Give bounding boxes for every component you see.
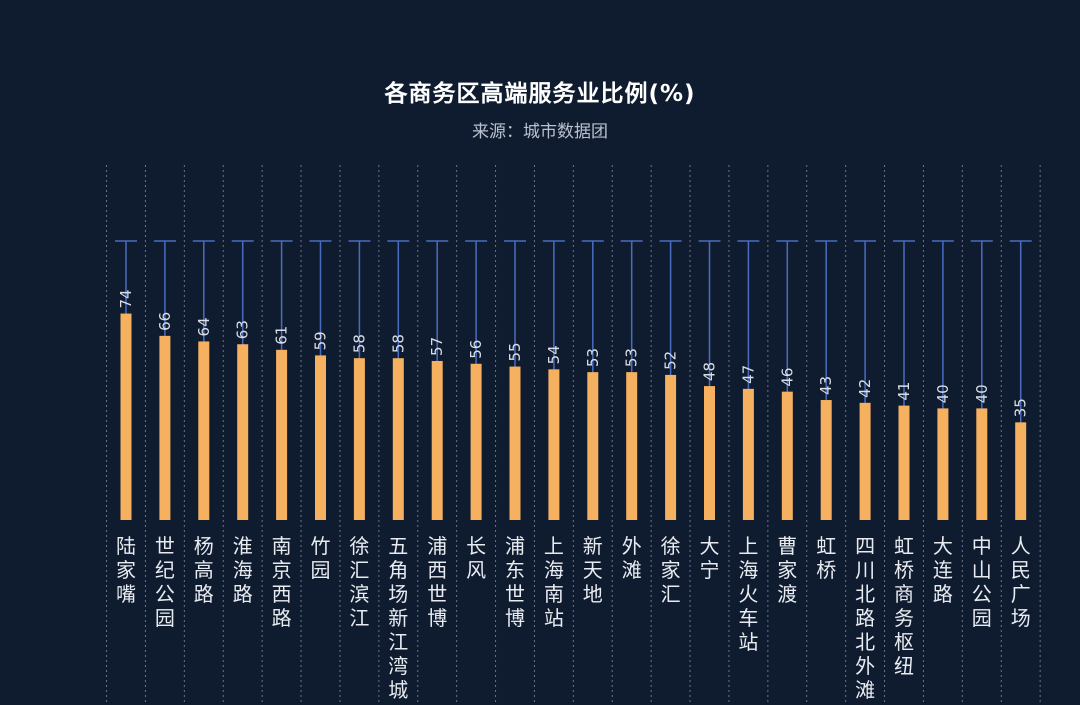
- bar-8: [431, 360, 443, 520]
- category-label-16: 上海火车站: [738, 534, 759, 654]
- value-label-0: 74: [117, 289, 135, 308]
- category-label-3: 淮海路: [232, 534, 253, 606]
- category-label-4: 南京西路: [271, 534, 292, 630]
- value-label-4: 61: [273, 326, 291, 345]
- value-label-15: 48: [701, 362, 719, 381]
- bar-3: [237, 344, 249, 520]
- bar-9: [470, 363, 482, 520]
- category-label-12: 新天地: [582, 534, 603, 606]
- category-label-5: 竹园: [310, 534, 331, 582]
- category-label-17: 曹家渡: [777, 534, 798, 606]
- value-label-23: 35: [1012, 398, 1030, 417]
- value-label-5: 59: [312, 331, 330, 350]
- value-label-1: 66: [156, 312, 174, 331]
- value-label-16: 47: [739, 365, 757, 384]
- value-label-10: 55: [506, 342, 524, 361]
- value-label-19: 42: [856, 379, 874, 398]
- category-label-20: 虹桥商务枢纽: [894, 534, 914, 678]
- category-label-10: 浦东世博: [505, 534, 525, 630]
- bar-17: [781, 391, 793, 520]
- value-label-2: 64: [195, 317, 213, 336]
- value-label-21: 40: [934, 384, 952, 403]
- value-label-8: 57: [428, 337, 446, 356]
- value-label-3: 63: [234, 320, 252, 339]
- value-label-20: 41: [895, 382, 913, 401]
- category-label-8: 浦西世博: [427, 534, 448, 630]
- bar-0: [120, 313, 132, 520]
- value-label-13: 53: [623, 348, 641, 367]
- bar-10: [509, 366, 521, 520]
- value-label-14: 52: [662, 351, 680, 370]
- bar-15: [704, 386, 715, 520]
- category-label-21: 大连路: [932, 534, 953, 606]
- bar-23: [1015, 422, 1027, 520]
- chart-subtitle: 来源：城市数据团: [472, 122, 608, 142]
- bar-20: [898, 405, 910, 520]
- bar-1: [159, 335, 171, 520]
- value-label-9: 56: [467, 340, 485, 359]
- bar-2: [198, 341, 210, 520]
- category-label-2: 杨高路: [193, 534, 214, 606]
- category-label-14: 徐家汇: [660, 534, 681, 606]
- category-label-22: 中山公园: [971, 534, 992, 630]
- bar-13: [626, 372, 638, 520]
- bar-21: [937, 408, 949, 520]
- category-label-13: 外滩: [621, 534, 642, 582]
- value-label-22: 40: [973, 384, 991, 403]
- category-label-6: 徐汇滨江: [349, 534, 370, 630]
- bar-11: [548, 369, 560, 520]
- category-label-0: 陆家嘴: [116, 534, 136, 606]
- value-label-12: 53: [584, 348, 602, 367]
- bar-16: [742, 388, 754, 520]
- category-label-9: 长风: [466, 534, 487, 582]
- value-label-18: 43: [817, 376, 835, 395]
- category-label-18: 虹桥: [816, 534, 837, 582]
- value-label-11: 54: [545, 345, 563, 364]
- bar-5: [315, 355, 326, 520]
- bar-18: [820, 400, 832, 520]
- bar-12: [587, 372, 599, 520]
- category-label-23: 人民广场: [1010, 534, 1031, 630]
- chart-title: 各商务区高端服务业比例(%): [384, 81, 696, 107]
- bar-19: [859, 402, 871, 520]
- value-label-6: 58: [350, 334, 368, 353]
- value-label-17: 46: [778, 368, 796, 387]
- bar-22: [976, 408, 988, 520]
- category-label-7: 五角场新江湾城: [388, 534, 409, 702]
- bar-4: [276, 349, 288, 520]
- category-label-19: 四川北路北外滩: [855, 534, 876, 702]
- bar-14: [665, 374, 677, 520]
- category-label-1: 世纪公园: [154, 534, 175, 630]
- category-label-15: 大宁: [699, 534, 720, 582]
- bar-6: [353, 358, 365, 520]
- category-label-11: 上海南站: [543, 534, 564, 630]
- bar-7: [392, 358, 404, 520]
- value-label-7: 58: [389, 334, 407, 353]
